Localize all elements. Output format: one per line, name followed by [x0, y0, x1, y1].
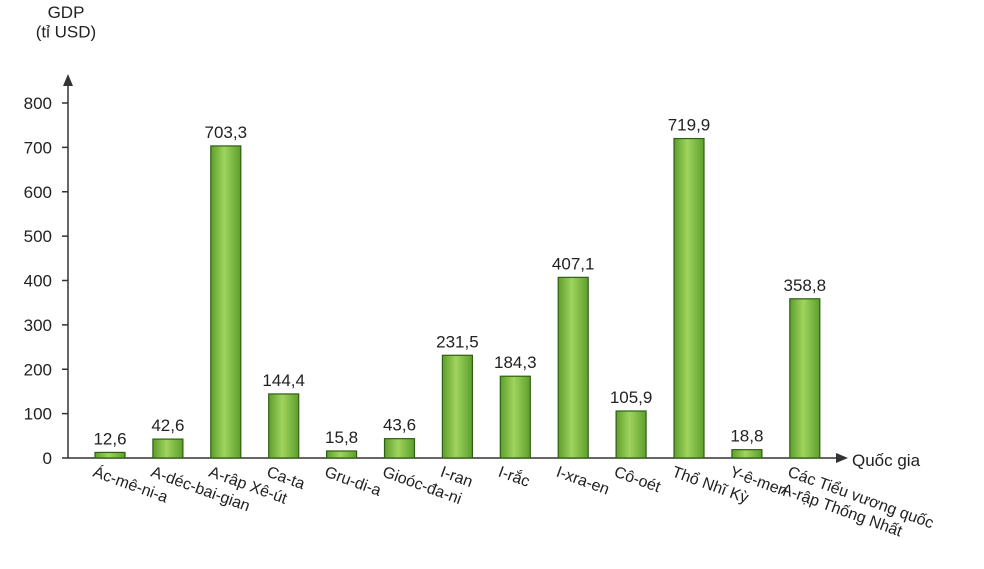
y-tick-label: 100 — [24, 405, 52, 424]
y-tick-label: 400 — [24, 272, 52, 291]
value-label: 15,8 — [325, 428, 358, 447]
bar — [152, 438, 184, 459]
value-label: 358,8 — [784, 276, 827, 295]
x-tick-label: I-rắc — [496, 462, 533, 491]
y-tick-label: 200 — [24, 360, 52, 379]
x-tick-label: Cô-oét — [612, 464, 663, 497]
bar — [499, 375, 531, 459]
bar — [383, 438, 416, 459]
x-tick-label: Gru-di-a — [322, 464, 383, 500]
value-label: 42,6 — [151, 416, 184, 435]
bar — [441, 354, 473, 459]
value-label: 18,8 — [730, 427, 763, 446]
value-label: 719,9 — [668, 116, 711, 135]
x-axis-arrow — [836, 453, 848, 463]
x-tick-label: Các Tiểu vương quốcA-rập Thống Nhất — [779, 463, 936, 550]
bar — [789, 298, 821, 459]
value-label: 43,6 — [383, 416, 416, 435]
value-label: 231,5 — [436, 332, 479, 351]
bar — [94, 451, 126, 459]
bar — [615, 410, 647, 459]
y-axis-arrow — [63, 74, 73, 86]
x-axis-title: Quốc gia — [852, 451, 921, 470]
bar — [557, 276, 589, 459]
x-tick-label: I-xra-en — [554, 464, 612, 499]
value-label: 184,3 — [494, 353, 537, 372]
y-tick-label: 600 — [24, 183, 52, 202]
y-tick-label: 0 — [43, 449, 52, 468]
bar — [326, 450, 358, 459]
value-label: 12,6 — [93, 429, 126, 448]
y-axis-title: GDP (tỉ USD) — [36, 3, 96, 42]
value-label: 105,9 — [610, 388, 653, 407]
bar — [268, 393, 300, 459]
value-label: 144,4 — [262, 371, 305, 390]
bar — [673, 137, 705, 459]
y-tick-label: 300 — [24, 316, 52, 335]
value-label: 703,3 — [205, 123, 248, 142]
y-tick-label: 500 — [24, 227, 52, 246]
value-label: 407,1 — [552, 254, 595, 273]
y-tick-label: 700 — [24, 138, 52, 157]
bar — [731, 449, 763, 459]
y-tick-label: 800 — [24, 94, 52, 113]
bar — [210, 145, 242, 459]
